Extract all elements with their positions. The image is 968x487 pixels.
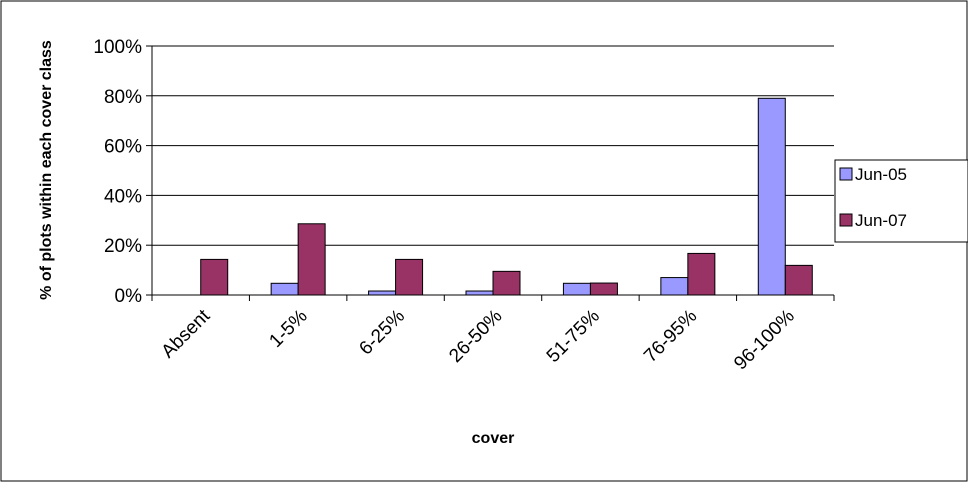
bar-jun-05 bbox=[660, 277, 689, 296]
gridlines bbox=[152, 45, 834, 246]
legend-swatch-jun-05 bbox=[839, 167, 853, 181]
y-tick-label: 20% bbox=[104, 236, 142, 257]
legend-swatch-jun-07 bbox=[839, 213, 853, 227]
bar-jun-07 bbox=[297, 223, 326, 296]
bar-jun-07 bbox=[200, 258, 229, 296]
legend-label-jun-07: Jun-07 bbox=[855, 211, 907, 230]
bar-jun-05 bbox=[757, 97, 786, 296]
bar-jun-05 bbox=[270, 282, 299, 296]
bar-jun-07 bbox=[395, 258, 424, 296]
bar-jun-07 bbox=[589, 282, 618, 296]
y-tick-label: 60% bbox=[104, 137, 142, 158]
y-tick-label: 40% bbox=[104, 186, 142, 207]
y-tick-label: 0% bbox=[115, 286, 143, 307]
bar-jun-05 bbox=[368, 290, 397, 296]
bar-jun-07 bbox=[784, 264, 813, 296]
legend-label-jun-05: Jun-05 bbox=[855, 165, 907, 184]
legend: Jun-05 Jun-07 bbox=[834, 159, 968, 243]
bar-jun-05 bbox=[465, 290, 494, 296]
legend-box bbox=[834, 159, 968, 243]
y-tick-label: 80% bbox=[104, 87, 142, 108]
bar-jun-07 bbox=[492, 270, 521, 296]
y-axis-title: % of plots within each cover class bbox=[38, 40, 55, 300]
bar-jun-05 bbox=[562, 282, 591, 296]
x-axis-title: cover bbox=[472, 430, 515, 447]
bar-jun-07 bbox=[687, 252, 716, 296]
y-tick-label: 100% bbox=[93, 37, 142, 58]
bars bbox=[200, 97, 813, 296]
